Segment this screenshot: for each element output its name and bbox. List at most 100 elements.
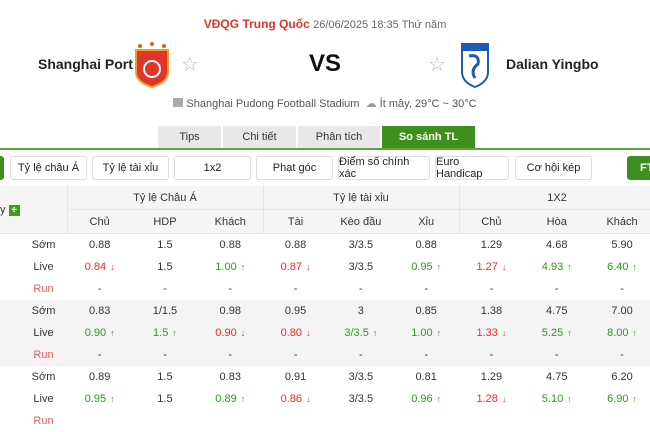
odds-cell[interactable]: 0.91 xyxy=(263,366,328,388)
odds-cell[interactable] xyxy=(394,410,459,432)
filter-correct-score[interactable]: Điểm số chính xác xyxy=(338,156,430,180)
odds-cell[interactable]: 5.25 ↑ xyxy=(524,322,589,344)
filter-corners[interactable]: Phạt góc xyxy=(256,156,333,180)
odds-cell[interactable]: 0.88 xyxy=(67,234,132,256)
favorite-home-star-icon[interactable]: ☆ xyxy=(181,54,199,76)
odds-cell[interactable]: 1.27 ↓ xyxy=(459,256,524,278)
odds-cell[interactable]: 6.40 ↑ xyxy=(589,256,650,278)
odds-cell[interactable]: 1.5 xyxy=(132,256,197,278)
odds-cell[interactable]: 6.20 xyxy=(589,366,650,388)
odds-cell[interactable]: - xyxy=(459,278,524,300)
odds-cell[interactable]: - xyxy=(589,278,650,300)
odds-cell[interactable]: - xyxy=(459,344,524,366)
odds-cell[interactable]: 1.5 ↑ xyxy=(132,322,197,344)
odds-cell[interactable]: 1.00 ↑ xyxy=(394,322,459,344)
odds-cell[interactable]: 3 xyxy=(328,300,393,322)
odds-cell[interactable]: - xyxy=(67,278,132,300)
odds-cell[interactable]: 6.90 ↑ xyxy=(589,388,650,410)
odds-cell[interactable]: 0.81 xyxy=(394,366,459,388)
odds-cell[interactable]: 5.90 xyxy=(589,234,650,256)
filter-euro-handicap[interactable]: Euro Handicap xyxy=(435,156,509,180)
odds-cell[interactable]: - xyxy=(263,344,328,366)
odds-cell[interactable]: 0.88 xyxy=(394,234,459,256)
odds-cell[interactable]: 1.5 xyxy=(132,234,197,256)
odds-cell[interactable]: - xyxy=(589,344,650,366)
odds-cell[interactable]: 0.88 xyxy=(198,234,263,256)
odds-cell[interactable]: - xyxy=(394,278,459,300)
odds-cell[interactable]: 0.84 ↓ xyxy=(67,256,132,278)
odds-cell[interactable]: 3/3.5 xyxy=(328,388,393,410)
tab-details[interactable]: Chi tiết xyxy=(223,126,296,148)
odds-cell[interactable]: 1.29 xyxy=(459,366,524,388)
odds-cell[interactable]: 4.75 xyxy=(524,366,589,388)
odds-cell[interactable]: 3/3.5 xyxy=(328,366,393,388)
odds-cell[interactable]: 1.00 ↑ xyxy=(198,256,263,278)
odds-cell[interactable]: 1.29 xyxy=(459,234,524,256)
league-name[interactable]: VĐQG Trung Quốc xyxy=(203,17,310,31)
odds-cell[interactable]: 0.98 xyxy=(198,300,263,322)
odds-cell[interactable]: 4.68 xyxy=(524,234,589,256)
odds-cell[interactable]: 4.75 xyxy=(524,300,589,322)
favorite-away-star-icon[interactable]: ☆ xyxy=(428,54,446,76)
odds-cell[interactable] xyxy=(198,410,263,432)
ft-button[interactable]: FT xyxy=(627,156,650,180)
odds-cell[interactable]: 0.85 xyxy=(394,300,459,322)
tab-tips[interactable]: Tips xyxy=(158,126,221,148)
odds-cell[interactable]: - xyxy=(198,278,263,300)
odds-cell[interactable]: 3/3.5 xyxy=(328,234,393,256)
odds-cell[interactable]: 0.86 ↓ xyxy=(263,388,328,410)
odds-cell[interactable]: - xyxy=(198,344,263,366)
odds-cell[interactable]: 0.95 ↑ xyxy=(67,388,132,410)
odds-cell[interactable]: 1.5 xyxy=(132,388,197,410)
odds-cell[interactable]: 8.00 ↑ xyxy=(589,322,650,344)
odds-cell[interactable]: 0.89 xyxy=(67,366,132,388)
odds-cell[interactable]: 1.28 ↓ xyxy=(459,388,524,410)
expand-plus-icon[interactable]: + xyxy=(8,204,20,216)
odds-cell[interactable]: - xyxy=(67,344,132,366)
odds-cell[interactable]: 0.89 ↑ xyxy=(198,388,263,410)
odds-cell[interactable]: 0.95 xyxy=(263,300,328,322)
odds-cell[interactable]: 0.87 ↓ xyxy=(263,256,328,278)
filter-asian-handicap[interactable]: Tỷ lệ châu Á xyxy=(10,156,87,180)
odds-cell[interactable]: 1.38 xyxy=(459,300,524,322)
filter-1x2[interactable]: 1x2 xyxy=(174,156,251,180)
odds-cell[interactable]: - xyxy=(524,278,589,300)
odds-cell[interactable]: 0.90 ↑ xyxy=(67,322,132,344)
filter-double-chance[interactable]: Cơ hội kép xyxy=(515,156,592,180)
odds-cell[interactable]: 1.33 ↓ xyxy=(459,322,524,344)
odds-cell[interactable]: 4.93 ↑ xyxy=(524,256,589,278)
odds-cell[interactable]: 0.80 ↓ xyxy=(263,322,328,344)
odds-cell[interactable]: 3/3.5 ↑ xyxy=(328,322,393,344)
odds-cell[interactable]: 3/3.5 xyxy=(328,256,393,278)
home-team-name[interactable]: Shanghai Port xyxy=(38,56,133,72)
odds-cell[interactable]: 0.95 ↑ xyxy=(394,256,459,278)
odds-cell[interactable]: 0.90 ↓ xyxy=(198,322,263,344)
odds-cell[interactable] xyxy=(589,410,650,432)
odds-cell[interactable] xyxy=(524,410,589,432)
odds-cell[interactable]: - xyxy=(524,344,589,366)
odds-cell[interactable] xyxy=(67,410,132,432)
odds-cell[interactable]: 7.00 xyxy=(589,300,650,322)
filter-prev-button[interactable] xyxy=(0,156,4,180)
odds-cell[interactable]: 0.83 xyxy=(67,300,132,322)
tab-analysis[interactable]: Phân tích xyxy=(298,126,380,148)
odds-cell[interactable]: 1/1.5 xyxy=(132,300,197,322)
tab-odds-compare[interactable]: So sánh TL xyxy=(382,126,475,148)
odds-cell[interactable]: 0.96 ↑ xyxy=(394,388,459,410)
filter-over-under[interactable]: Tỷ lệ tài xỉu xyxy=(92,156,169,180)
odds-cell[interactable] xyxy=(263,410,328,432)
odds-cell[interactable]: - xyxy=(132,344,197,366)
odds-cell[interactable] xyxy=(328,410,393,432)
odds-cell[interactable]: - xyxy=(263,278,328,300)
odds-cell[interactable]: 5.10 ↑ xyxy=(524,388,589,410)
odds-cell[interactable]: - xyxy=(328,344,393,366)
odds-cell[interactable] xyxy=(459,410,524,432)
odds-cell[interactable]: - xyxy=(394,344,459,366)
odds-cell[interactable]: - xyxy=(132,278,197,300)
odds-cell[interactable]: 1.5 xyxy=(132,366,197,388)
odds-cell[interactable] xyxy=(132,410,197,432)
odds-cell[interactable]: - xyxy=(328,278,393,300)
away-team-name[interactable]: Dalian Yingbo xyxy=(506,56,599,72)
odds-cell[interactable]: 0.83 xyxy=(198,366,263,388)
odds-cell[interactable]: 0.88 xyxy=(263,234,328,256)
